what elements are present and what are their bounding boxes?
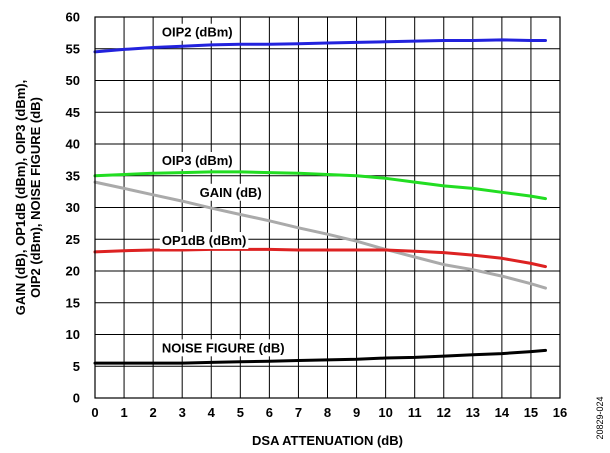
- x-tick-label: 11: [408, 405, 422, 420]
- figure-id: 20829-024: [595, 396, 605, 439]
- x-tick-label: 6: [266, 405, 273, 420]
- series-label-background: [159, 152, 235, 170]
- series-line-noise-figure-db: [93, 348, 547, 365]
- x-tick-label: 0: [91, 405, 98, 420]
- series-line-gain-db: [93, 180, 547, 290]
- y-tick-label: 55: [66, 41, 80, 56]
- x-tick-label: 10: [378, 405, 392, 420]
- series-line-oip3-dbm: [93, 170, 547, 201]
- series-label-text: GAIN (dB): [200, 185, 262, 200]
- y-tick-label: 20: [66, 264, 80, 279]
- series-label: NOISE FIGURE (dB): [159, 339, 287, 357]
- series-line-oip2-dbm: [93, 38, 547, 54]
- x-tick-label: 16: [553, 405, 567, 420]
- series-label: OIP3 (dBm): [159, 152, 235, 170]
- y-tick-label: 15: [66, 295, 80, 310]
- plot-frame: [94, 16, 561, 399]
- series-label: OIP2 (dBm): [159, 23, 235, 41]
- series-label: OP1dB (dBm): [159, 232, 249, 250]
- y-tick-label: 0: [73, 391, 80, 406]
- x-tick-label: 1: [120, 405, 127, 420]
- y-axis-label: GAIN (dB), OP1dB (dBm), OIP3 (dBm), OIP2…: [13, 80, 43, 315]
- series-label-text: OIP3 (dBm): [162, 153, 233, 168]
- y-tick-label: 10: [66, 327, 80, 342]
- y-tick-label: 60: [66, 10, 80, 25]
- series-label-text: OIP2 (dBm): [162, 25, 233, 40]
- x-tick-label: 9: [353, 405, 360, 420]
- x-tick-label: 7: [295, 405, 302, 420]
- y-tick-label: 40: [66, 137, 80, 152]
- series-label-background: [159, 232, 249, 250]
- series-label-background: [159, 23, 235, 41]
- y-tick-label: 45: [66, 105, 80, 120]
- series-lines: [93, 38, 547, 365]
- y-tick-labels: 0 5 10 15 20 25 30 35 40 45 50 55 60: [66, 10, 80, 406]
- series-label-text: NOISE FIGURE (dB): [162, 340, 285, 355]
- y-tick-label: 35: [66, 168, 80, 183]
- series-label: GAIN (dB): [197, 183, 264, 201]
- y-axis-label-line-1: GAIN (dB), OP1dB (dBm), OIP3 (dBm),: [13, 80, 28, 315]
- x-tick-labels: 0 1 2 3 4 5 6 7 8 9 10 11 12 13 14 15 16: [91, 405, 567, 420]
- x-tick-label: 4: [208, 405, 216, 420]
- x-tick-label: 15: [524, 405, 538, 420]
- y-axis-label-line-2: OIP2 (dBm), NOISE FIGURE (dB): [28, 97, 43, 298]
- y-tick-label: 50: [66, 73, 80, 88]
- x-axis-label: DSA ATTENUATION (dB): [252, 433, 403, 448]
- x-tick-label: 8: [324, 405, 331, 420]
- x-tick-label: 14: [495, 405, 510, 420]
- y-tick-label: 25: [66, 232, 80, 247]
- series-labels: OIP2 (dBm) OIP3 (dBm) GAIN (dB) OP1dB (dBm)…: [159, 23, 287, 357]
- x-tick-label: 2: [150, 405, 157, 420]
- x-tick-label: 12: [437, 405, 451, 420]
- series-label-background: [197, 183, 264, 201]
- y-tick-label: 5: [73, 359, 80, 374]
- series-label-text: OP1dB (dBm): [162, 233, 247, 248]
- x-tick-label: 13: [466, 405, 480, 420]
- x-tick-label: 3: [179, 405, 186, 420]
- y-tick-label: 30: [66, 200, 80, 215]
- series-line-op1db-dbm: [93, 247, 547, 269]
- series-label-background: [159, 339, 287, 357]
- x-tick-label: 5: [237, 405, 244, 420]
